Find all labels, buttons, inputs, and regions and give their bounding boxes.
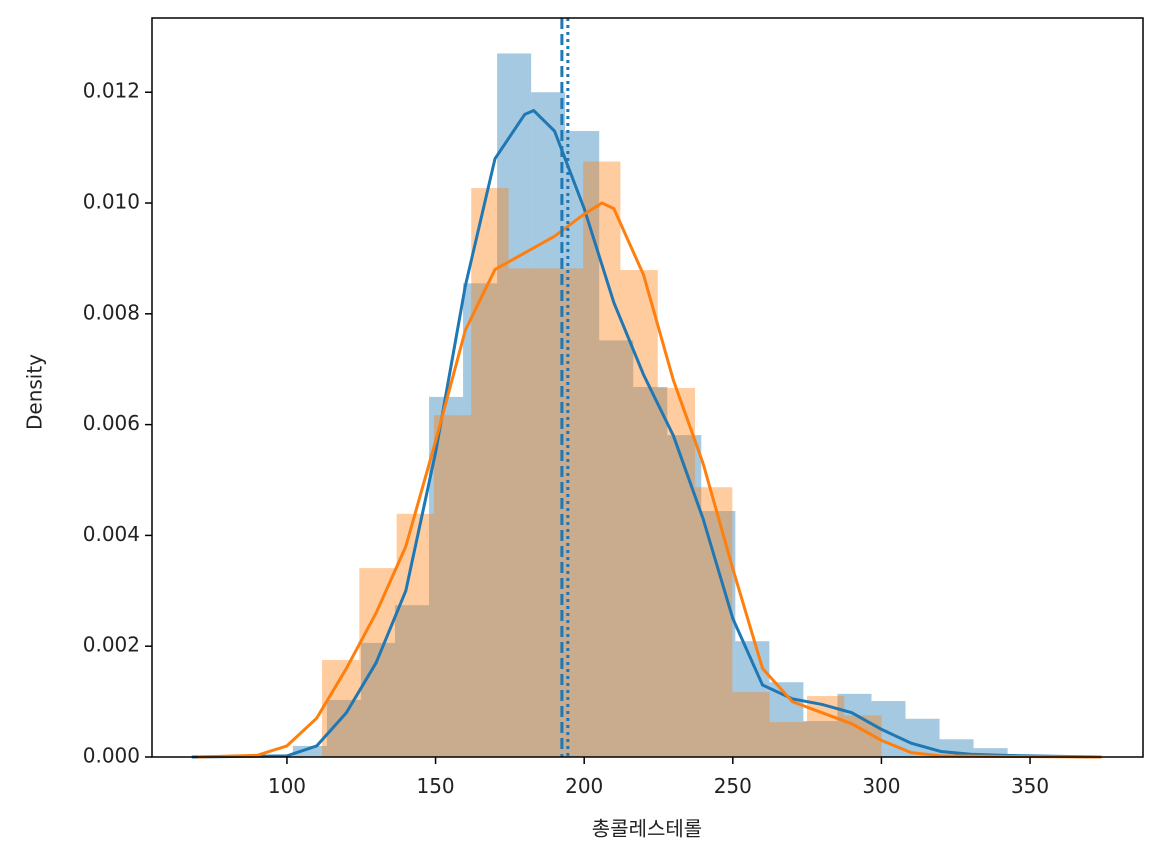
histogram-bar [545,268,584,757]
y-tick-label: 0.002 [83,633,140,657]
histogram-bar [292,745,327,757]
kde-line [197,201,1102,759]
kde-line [191,108,1102,759]
histogram-bar [394,605,430,757]
histogram-bar [359,568,397,757]
histogram-bar [508,268,546,757]
plot-frame [151,17,1144,758]
y-axis-label: Density [23,354,47,430]
histogram-bar [599,340,634,757]
x-tick-label: 100 [268,774,306,798]
histogram-bar [322,660,360,757]
histogram-bar [463,283,498,757]
histogram-bar [973,748,1008,757]
y-tick-label: 0.010 [83,190,140,214]
x-tick-label: 200 [565,774,603,798]
y-tick-label: 0.006 [83,411,140,435]
histogram-bar [695,487,733,757]
y-tick-label: 0.008 [83,300,140,324]
histogram-bar [732,692,770,757]
histogram-bar [769,722,807,757]
y-tick-label: 0.000 [83,744,140,768]
x-tick-label: 250 [714,774,752,798]
histogram-bar [497,53,532,757]
histogram-bar [583,161,621,757]
histogram-bar [633,386,668,757]
x-axis-label: 총콜레스테롤 [592,817,702,841]
histogram-bar [471,188,509,758]
x-tick-label: 350 [1011,774,1049,798]
histogram-bar [620,270,658,757]
y-tick-label: 0.012 [83,79,140,103]
y-tick-label: 0.004 [83,522,140,546]
histogram-bar [657,388,696,757]
histogram-bar [803,720,838,757]
histogram-bar [433,415,472,757]
histogram-bar [531,92,566,758]
x-tick-label: 300 [862,774,900,798]
x-tick-label: 150 [416,774,454,798]
histogram-bar [667,435,702,757]
